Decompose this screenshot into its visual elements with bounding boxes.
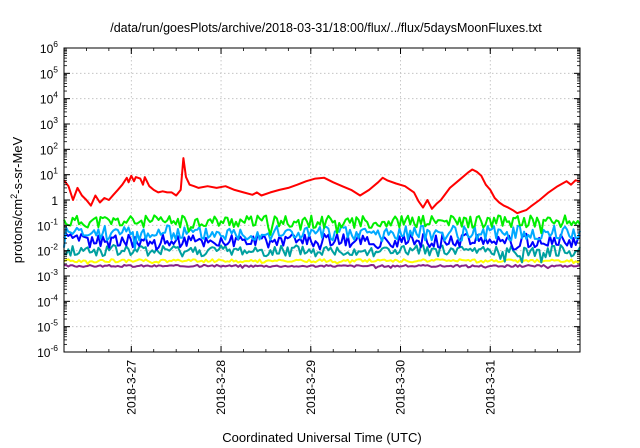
grid-lines [64,48,580,352]
y-tick-exponent: 6 [53,39,58,49]
y-tick-base: 10 [37,295,51,309]
y-tick-label: 1 [51,194,58,208]
y-tick-exponent: 5 [53,64,58,74]
x-tick-label: 2018-3-31 [483,360,497,415]
y-axis-title: protons/cm2-s-sr-MeV [9,136,25,263]
y-tick-exponent: -5 [50,318,58,328]
y-tick-label: 10-6 [37,343,58,360]
y-tick-label: 102 [40,140,58,157]
y-tick-exponent: -1 [50,216,58,226]
y-tick-label: 104 [40,90,58,107]
y-axis-title-superscript: 2 [9,194,19,199]
y-tick-label: 10-1 [37,216,58,233]
series-layer [63,157,581,270]
y-tick-base: 10 [37,270,51,284]
x-tick-label: 2018-3-28 [214,360,228,415]
y-tick-label: 103 [40,115,58,132]
series-line [63,157,581,215]
y-tick-exponent: -4 [50,292,58,302]
y-axis-title-suffix: -s-sr-MeV [10,136,25,193]
y-tick-base: 10 [37,321,51,335]
y-tick-label: 10-5 [37,318,58,335]
y-tick-label: 101 [40,166,58,183]
series-line [63,224,581,250]
y-tick-base: 10 [40,93,54,107]
y-tick-exponent: 1 [53,166,58,176]
y-tick-base: 10 [40,143,54,157]
y-tick-label: 10-2 [37,242,58,259]
y-tick-base: 10 [40,118,54,132]
y-tick-label: 106 [40,39,58,56]
y-tick-base: 10 [40,67,54,81]
x-tick-labels: 2018-3-27 2018-3-28 2018-3-29 2018-3-30 2018… [124,360,497,415]
series-line [63,232,581,251]
series-line [63,244,581,264]
y-tick-base: 10 [37,245,51,259]
y-tick-exponent: -6 [50,343,58,353]
y-tick-exponent: 4 [53,90,58,100]
y-tick-exponent: 2 [53,140,58,150]
chart-title: /data/run/goesPlots/archive/2018-03-31/1… [110,21,542,35]
y-tick-label: 105 [40,64,58,81]
y-tick-exponent: -2 [50,242,58,252]
y-tick-base: 10 [40,42,54,56]
x-tick-label: 2018-3-27 [124,360,138,415]
y-tick-base: 10 [37,346,51,360]
series-line [63,263,581,270]
axis-ticks [64,47,580,353]
x-tick-label: 2018-3-30 [394,360,408,415]
y-tick-base: 10 [40,169,54,183]
y-tick-exponent: 3 [53,115,58,125]
y-tick-label: 10-4 [37,292,58,309]
y-tick-exponent: -3 [50,267,58,277]
y-tick-label: 10-3 [37,267,58,284]
y-tick-labels: 10-610-510-410-310-210-11101102103104105… [37,39,58,360]
series-line [63,214,581,236]
x-tick-label: 2018-3-29 [304,360,318,415]
x-axis-title: Coordinated Universal Time (UTC) [222,430,421,445]
y-axis-title-prefix: protons/cm [10,199,25,263]
series-line [63,258,581,265]
y-tick-base: 10 [37,219,51,233]
